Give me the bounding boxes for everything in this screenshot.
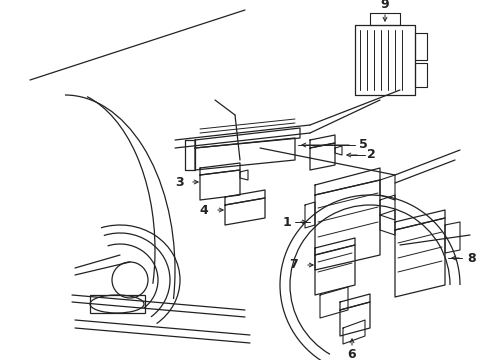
Text: 9: 9: [380, 0, 388, 12]
Text: 8: 8: [467, 252, 475, 265]
Text: 7: 7: [289, 258, 298, 271]
Text: 6: 6: [347, 348, 356, 360]
Text: 2: 2: [366, 148, 375, 162]
Text: 5: 5: [358, 139, 366, 152]
Text: 3: 3: [174, 175, 183, 189]
Text: 1: 1: [282, 216, 291, 229]
Bar: [90, 295, 145, 313]
Text: 4: 4: [199, 203, 208, 216]
